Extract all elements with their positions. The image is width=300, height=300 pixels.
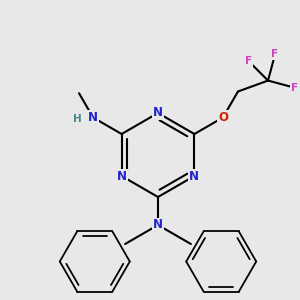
Text: F: F — [290, 82, 298, 93]
Text: N: N — [189, 169, 200, 182]
Text: F: F — [245, 56, 253, 67]
Text: N: N — [117, 169, 127, 182]
Text: H: H — [73, 115, 81, 124]
Text: N: N — [88, 111, 98, 124]
Text: N: N — [153, 218, 163, 232]
Text: O: O — [218, 111, 228, 124]
Text: N: N — [153, 106, 163, 119]
Text: F: F — [272, 50, 279, 59]
